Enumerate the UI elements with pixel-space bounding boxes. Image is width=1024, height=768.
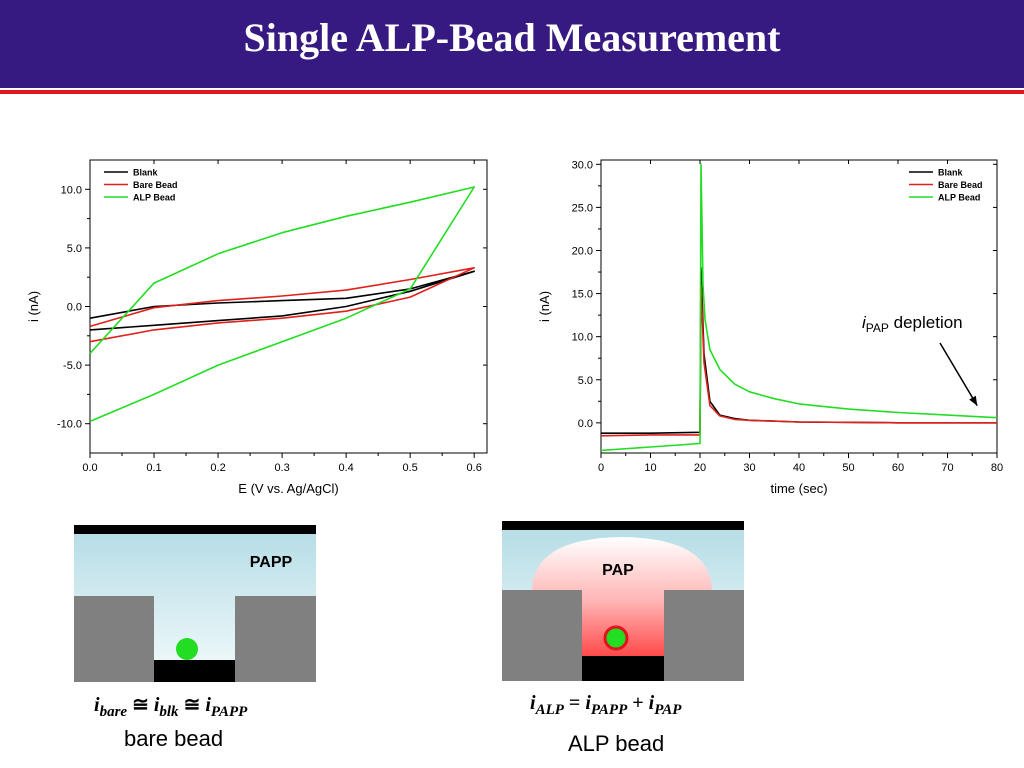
ca-y-tick-label: 20.0 <box>572 245 593 257</box>
ca-y-tick-label: 5.0 <box>578 375 593 387</box>
ca-x-tick-label: 50 <box>842 462 854 474</box>
bare-top-electrode <box>74 525 316 534</box>
bare-solution-label: PAPP <box>250 554 293 571</box>
ca-legend-label-blank: Blank <box>938 168 964 178</box>
cv-y-tick-label: 10.0 <box>61 184 82 196</box>
ca-series-blank <box>601 266 997 435</box>
ca-plot-frame <box>600 159 998 454</box>
ca-legend-label-bare-bead: Bare Bead <box>938 180 983 190</box>
alp-solution <box>502 528 744 681</box>
cv-x-tick-label: 0.3 <box>274 462 289 474</box>
alp-bead-diagram: PAP <box>502 521 744 681</box>
ca-x-tick-label: 80 <box>991 462 1003 474</box>
ca-y-tick-label: 15.0 <box>572 289 593 301</box>
alp-solution-label: PAP <box>602 562 634 579</box>
ca-x-tick-label: 20 <box>694 462 706 474</box>
ca-x-tick-label: 10 <box>644 462 656 474</box>
cv-x-tick-label: 0.1 <box>146 462 161 474</box>
cv-x-tick-label: 0.4 <box>338 462 353 474</box>
cv-y-tick-label: -10.0 <box>57 419 82 431</box>
title-rule <box>0 90 1024 94</box>
ca-y-tick-label: 25.0 <box>572 202 593 214</box>
cv-legend-label-bare-bead: Bare Bead <box>133 180 178 190</box>
cv-plot-frame <box>89 159 488 454</box>
ca-annotation-arrow <box>939 342 978 406</box>
ca-x-tick-label: 30 <box>743 462 755 474</box>
ca-x-tick-label: 70 <box>941 462 953 474</box>
ca-y-tick-label: 10.0 <box>572 332 593 344</box>
cv-y-tick-label: 0.0 <box>67 302 82 314</box>
alp-current-equation: iALP = iPAPP + iPAP <box>530 692 682 718</box>
bare-bottom-electrode <box>154 660 235 682</box>
ca-x-tick-label: 60 <box>892 462 904 474</box>
ca-series-bare-bead <box>600 284 997 437</box>
cv-y-tick-label: -5.0 <box>63 360 82 372</box>
cv-series-alp-bead <box>89 186 476 423</box>
bare-bead-diagram: PAPP <box>74 525 316 682</box>
alp-bead-caption: ALP bead <box>568 731 665 756</box>
bare-left-wall <box>74 596 154 682</box>
cv-series-bare-bead <box>89 266 476 343</box>
alp-bottom-electrode <box>582 656 664 681</box>
ca-x-axis-label: time (sec) <box>770 481 827 496</box>
cv-x-tick-label: 0.2 <box>210 462 225 474</box>
ca-legend-label-alp-bead: ALP Bead <box>938 193 980 203</box>
ca-y-tick-label: 0.0 <box>578 418 593 430</box>
cv-legend-label-alp-bead: ALP Bead <box>133 193 175 203</box>
alp-left-wall <box>502 590 582 681</box>
bare-solution <box>74 532 316 682</box>
ca-y-axis-label: i (nA) <box>537 291 552 322</box>
cv-y-axis-label: i (nA) <box>26 291 41 322</box>
alp-bead <box>603 625 629 651</box>
ca-x-tick-label: 40 <box>793 462 805 474</box>
ca-annotation-arrowhead <box>969 395 978 406</box>
pap-diffusion-zone <box>532 537 712 681</box>
cv-series-blank <box>89 270 476 331</box>
cv-x-tick-label: 0.5 <box>403 462 418 474</box>
ca-y-tick-label: 30.0 <box>572 159 593 171</box>
slide-title: Single ALP-Bead Measurement <box>243 15 781 60</box>
ca-x-tick-label: 0 <box>598 462 604 474</box>
cv-x-tick-label: 0.6 <box>467 462 482 474</box>
ca-annotation-label: iPAP depletion <box>862 313 963 335</box>
bare-bead-caption: bare bead <box>124 726 224 751</box>
alp-right-wall <box>664 590 744 681</box>
cv-x-axis-label: E (V vs. Ag/AgCl) <box>238 481 338 496</box>
ca-series-alp-bead <box>600 163 998 452</box>
bare-bead <box>176 638 198 660</box>
title-bar <box>0 0 1024 88</box>
cv-legend-label-blank: Blank <box>133 168 159 178</box>
cv-y-tick-label: 5.0 <box>67 243 82 255</box>
alp-top-electrode <box>502 521 744 530</box>
bare-right-wall <box>235 596 316 682</box>
cv-x-tick-label: 0.0 <box>82 462 97 474</box>
bare-current-equation: ibare ≅ iblk ≅ iPAPP <box>94 694 248 720</box>
